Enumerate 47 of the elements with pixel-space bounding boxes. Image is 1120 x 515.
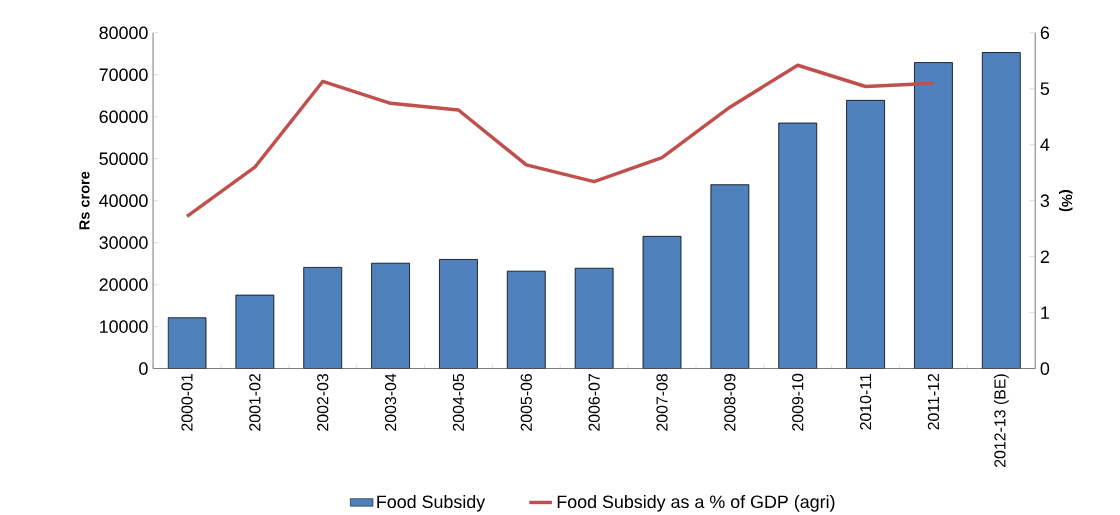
y2-tick-label: 5 <box>1040 82 1050 95</box>
legend-label: Food Subsidy as a % of GDP (agri) <box>557 494 835 512</box>
bar <box>303 266 343 369</box>
x-tick-label: 2006-07 <box>588 373 600 431</box>
y2-tick-label: 0 <box>1040 362 1050 375</box>
x-tick-label: 2009-10 <box>792 373 804 431</box>
y-tick-label: 60000 <box>99 110 148 123</box>
y-axis-title: Rs crore <box>79 171 90 230</box>
x-tick-label: 2008-09 <box>724 373 736 431</box>
y-tick-label: 40000 <box>99 194 148 207</box>
y-tick-label: 80000 <box>99 26 148 40</box>
y2-tick-label: 3 <box>1040 194 1050 207</box>
bar <box>914 62 953 369</box>
x-tick-label: 2004-05 <box>452 373 465 431</box>
bar <box>235 294 275 369</box>
line-series <box>185 63 936 218</box>
bar <box>981 52 1021 369</box>
y2-axis-title: (%) <box>1058 189 1073 212</box>
bar <box>439 258 478 369</box>
y2-tick-label: 1 <box>1041 306 1049 319</box>
x-tick-label: 2012-13 (BE) <box>993 374 1009 467</box>
x-tick-label: 2005-06 <box>520 373 532 431</box>
bar <box>778 122 818 369</box>
bar <box>167 317 207 369</box>
x-tick-label: 2010-11 <box>859 373 872 430</box>
y-tick-label: 10000 <box>100 320 148 333</box>
bar <box>846 99 885 369</box>
y-tick-label: 0 <box>139 362 148 375</box>
y-tick-label: 50000 <box>99 152 148 165</box>
bar <box>506 270 546 369</box>
x-tick-label: 2001-02 <box>249 373 261 431</box>
y-tick-label: 30000 <box>99 236 148 249</box>
y-tick-label: 70000 <box>99 68 148 81</box>
y2-tick-label: 4 <box>1040 138 1050 151</box>
legend-label: Food Subsidy <box>377 494 486 512</box>
x-tick-label: 2007-08 <box>656 373 668 431</box>
bar <box>642 235 682 369</box>
bar <box>371 262 410 369</box>
x-tick-label: 2002-03 <box>317 373 329 431</box>
y-tick-label: 20000 <box>99 278 148 291</box>
bar <box>574 267 614 369</box>
x-tick-label: 2000-01 <box>181 373 193 431</box>
bar <box>710 184 750 369</box>
x-tick-label: 2003-04 <box>384 373 397 431</box>
x-tick-label: 2011-12 <box>927 373 940 430</box>
y2-tick-label: 6 <box>1040 26 1050 40</box>
y2-tick-label: 2 <box>1040 250 1049 263</box>
